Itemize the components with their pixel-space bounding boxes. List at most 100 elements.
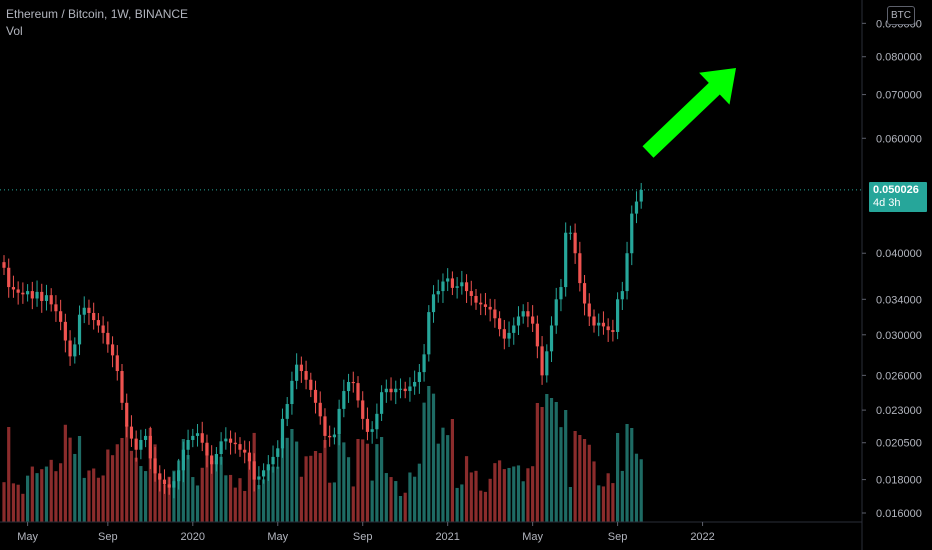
volume-bar — [54, 471, 58, 522]
candle-body — [516, 316, 521, 326]
candle-body — [606, 326, 610, 331]
time-axis[interactable]: May Sep 2020 May Sep 2021 May Sep 2022 — [0, 521, 862, 543]
volume-bar — [129, 450, 134, 522]
volume-bar — [436, 443, 440, 522]
volume-bar — [342, 442, 346, 522]
volume-bar — [606, 473, 610, 522]
candle-body — [365, 418, 370, 432]
candle-body — [422, 354, 426, 373]
volume-bar — [365, 443, 370, 522]
volume-bar — [578, 435, 582, 522]
candle-body — [252, 461, 256, 480]
candle-body — [573, 232, 577, 254]
candle-body — [559, 287, 563, 300]
candle-body — [167, 484, 171, 488]
volume-bar — [332, 482, 336, 522]
candle-body — [554, 299, 558, 326]
volume-bar — [455, 487, 459, 522]
volume-bar — [601, 486, 606, 522]
time-tick-label: Sep — [98, 531, 118, 543]
candle-body — [446, 278, 450, 282]
volume-bar — [479, 490, 483, 522]
volume-bar — [323, 440, 327, 522]
candle-body — [59, 311, 63, 322]
volume-bar — [224, 475, 228, 522]
time-tick-label: May — [522, 531, 543, 543]
candle-body — [469, 291, 473, 296]
volume-bar — [238, 478, 242, 522]
last-price-tag: 0.050026 4d 3h — [869, 181, 927, 212]
volume-bar — [92, 468, 96, 522]
volume-bar — [346, 457, 351, 522]
volume-bar — [276, 466, 280, 522]
candle-body — [564, 232, 568, 288]
candle-body — [73, 344, 77, 357]
volume-bar — [554, 402, 558, 522]
volume-bar — [233, 487, 237, 522]
time-tick-label: 2021 — [435, 531, 459, 543]
volume-bar — [139, 466, 143, 522]
symbol-title[interactable]: Ethereum / Bitcoin, 1W, BINANCE — [6, 7, 189, 21]
time-tick-label: 2020 — [181, 531, 205, 543]
candle-body — [266, 464, 270, 471]
candle-body — [512, 325, 516, 333]
candle-body — [144, 435, 148, 440]
volume-bar — [186, 455, 190, 522]
volume-bar — [639, 459, 643, 522]
candle-body — [625, 253, 629, 292]
price-tick-label: 0.080000 — [876, 52, 922, 64]
price-axis[interactable]: 0.0900000.0800000.0700000.0600000.040000… — [861, 0, 922, 550]
candle-body — [7, 267, 11, 288]
candle-body — [200, 433, 204, 443]
volume-bar — [26, 475, 30, 522]
volume-bar — [318, 453, 322, 522]
candle-body — [521, 311, 525, 317]
volume-bar — [290, 429, 294, 522]
candle-body — [578, 253, 582, 284]
candle-body — [313, 389, 318, 403]
volume-bar — [408, 472, 412, 522]
volume-bar — [148, 428, 152, 522]
candle-body — [63, 321, 67, 341]
volume-bar — [564, 410, 568, 522]
candle-body — [587, 303, 591, 317]
candle-body — [257, 476, 261, 480]
volume-bar — [7, 427, 11, 522]
price-tick-label: 0.060000 — [876, 133, 922, 145]
candle-body — [162, 479, 167, 485]
volume-bar — [611, 483, 615, 522]
volume-bar — [630, 428, 634, 522]
volume-bar — [540, 407, 544, 522]
candle-body — [380, 392, 384, 414]
candle-body — [545, 351, 549, 376]
candle-body — [455, 286, 459, 288]
candle-body — [82, 307, 86, 315]
candle-body — [342, 391, 346, 409]
volume-bar — [559, 427, 563, 522]
currency-badge[interactable]: BTC — [887, 6, 915, 25]
volume-bar — [597, 485, 601, 522]
candle-body — [49, 295, 53, 305]
candle-body — [431, 294, 436, 313]
candle-body — [68, 340, 72, 357]
volume-bar — [21, 493, 25, 522]
volume-bar — [587, 444, 591, 522]
candle-body — [290, 380, 294, 405]
candle-body — [285, 404, 289, 419]
candle-body — [243, 449, 247, 453]
candle-body — [44, 295, 49, 301]
volume-bar — [403, 492, 407, 522]
volume-bar — [474, 470, 478, 522]
volume-bar — [625, 424, 629, 522]
volume-bar — [162, 484, 167, 522]
volume-bar — [110, 455, 115, 522]
volume-bar — [295, 441, 299, 522]
candle-body — [247, 452, 252, 462]
candle-body — [568, 232, 572, 234]
candle-body — [346, 381, 351, 392]
volume-bar — [582, 439, 587, 522]
volume-label[interactable]: Vol — [6, 24, 23, 38]
volume-bar — [469, 472, 473, 522]
volume-bar — [370, 480, 374, 522]
